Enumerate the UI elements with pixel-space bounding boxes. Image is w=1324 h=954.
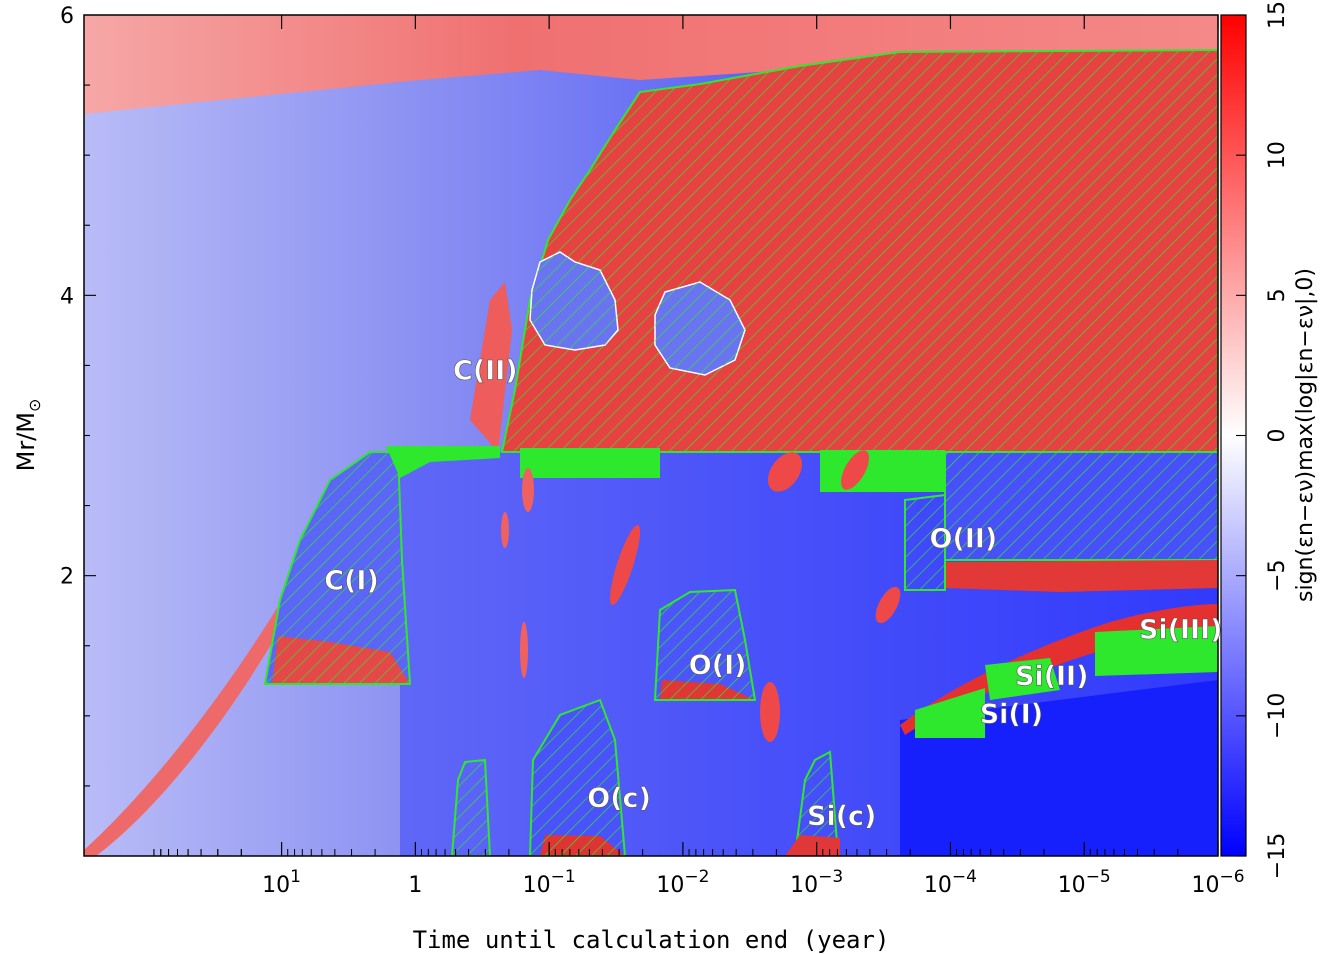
region-label: O(II) <box>930 524 998 555</box>
convective-shell-c1-hatch <box>263 451 412 685</box>
green-band-3 <box>820 450 945 492</box>
colorbar-tick-label: −15 <box>1265 833 1290 879</box>
x-tick-label: 10−2 <box>656 867 709 898</box>
region-labels: C(II) C(I) O(II) O(I) O(c) Si(c) Si(I) Si(II) Si… <box>324 355 1223 832</box>
x-tick-label-exponent: −5 <box>1086 867 1111 887</box>
red-blob-4 <box>760 682 780 742</box>
blue-pocket-2-hatch <box>655 282 745 375</box>
x-tick-label-base: 10 <box>262 873 290 898</box>
svg-text:Mr/M⊙: Mr/M⊙ <box>12 399 44 472</box>
x-tick-label-base: 1 <box>408 873 422 898</box>
blue-pocket-1-hatch <box>530 252 618 350</box>
x-tick-label-exponent: −1 <box>551 867 576 887</box>
x-tick-label-base: 10 <box>656 873 684 898</box>
x-axis-title: Time until calculation end (year) <box>413 926 890 954</box>
x-tick-label: 101 <box>262 867 301 898</box>
convective-shell-oc0-hatch <box>450 758 492 856</box>
si-green-2 <box>985 658 1060 700</box>
y-axis-title: Mr/M⊙ <box>12 399 44 472</box>
colorbar-tick-label: 15 <box>1265 1 1290 29</box>
si-green-3 <box>1095 626 1218 676</box>
y-tick-label: 6 <box>60 4 74 29</box>
red-blob-3 <box>609 524 641 606</box>
region-label: Si(c) <box>807 801 876 832</box>
y-axis-title-main: Mr/M <box>12 412 40 471</box>
green-band-1 <box>386 446 500 478</box>
x-tick-label-exponent: −3 <box>818 867 843 887</box>
region-label: C(II) <box>453 355 518 386</box>
y-tick-label: 4 <box>60 284 74 309</box>
colorbar-label: sign(εn−εν)max(log|εn−εν|,0) <box>1293 268 1318 602</box>
region-label: Si(III) <box>1139 615 1223 646</box>
colorbar-tick-label: −10 <box>1265 693 1290 739</box>
colorbar-tick-label: 5 <box>1265 288 1290 302</box>
x-tick-label-exponent: −2 <box>684 867 709 887</box>
x-tick-label-base: 10 <box>924 873 952 898</box>
green-band-2 <box>520 448 660 478</box>
x-tick-label: 10−3 <box>790 867 843 898</box>
x-tick-label-exponent: −6 <box>1219 867 1244 887</box>
colorbar: 15 10 5 0 −5 −10 −15 sign(εn−εν)max(log|εn−εν|… <box>1220 1 1318 879</box>
red-blob-1 <box>522 468 534 512</box>
convective-shell-oc-hatch <box>528 698 627 856</box>
convective-shell-sic-hatch <box>793 750 840 856</box>
colorbar-tick-label: 10 <box>1265 141 1290 169</box>
x-tick-label: 10−5 <box>1058 867 1111 898</box>
si-green-1 <box>915 688 985 738</box>
red-blob-8 <box>520 622 528 678</box>
colorbar-tick-label: 0 <box>1265 429 1290 443</box>
sic-red <box>785 835 840 856</box>
x-tick-label-exponent: 1 <box>290 867 301 887</box>
y-axis-title-sub: ⊙ <box>25 399 44 412</box>
x-tick-label: 10−4 <box>924 867 977 898</box>
x-axis-ticks: 101 1 10−1 10−2 10−3 10−4 10−5 10−6 <box>153 15 1245 898</box>
o2-red-band <box>945 560 1218 592</box>
red-blob-7 <box>841 450 869 490</box>
x-tick-label-base: 10 <box>1058 873 1086 898</box>
x-tick-label-exponent: −4 <box>952 867 977 887</box>
x-tick-label-base: 10 <box>1191 873 1219 898</box>
red-blob-2 <box>501 512 509 548</box>
envelope-red-band <box>84 15 1218 114</box>
y-axis-ticks: 2 4 6 <box>60 4 96 787</box>
colorbar-ticks: 15 10 5 0 −5 −10 −15 <box>1236 1 1290 879</box>
y-tick-label: 2 <box>60 565 74 590</box>
colorbar-tick-label: −5 <box>1265 559 1290 591</box>
x-tick-label-base: 10 <box>523 873 551 898</box>
x-tick-label: 10−6 <box>1191 867 1244 898</box>
heatmap <box>84 15 1218 856</box>
x-tick-label-base: 10 <box>790 873 818 898</box>
region-label: C(I) <box>324 566 379 597</box>
region-label: Si(II) <box>1015 661 1088 692</box>
red-blob-5 <box>875 586 901 624</box>
x-tick-label: 1 <box>408 873 422 898</box>
red-tongue-2 <box>470 282 512 452</box>
x-tick-label: 10−1 <box>523 867 576 898</box>
region-label: O(I) <box>689 650 747 681</box>
red-blob-6 <box>767 452 803 492</box>
region-label: Si(I) <box>980 699 1043 730</box>
region-label: O(c) <box>587 783 651 814</box>
o2-left-hatch <box>904 493 946 591</box>
convective-shell-o1-hatch <box>653 588 757 701</box>
